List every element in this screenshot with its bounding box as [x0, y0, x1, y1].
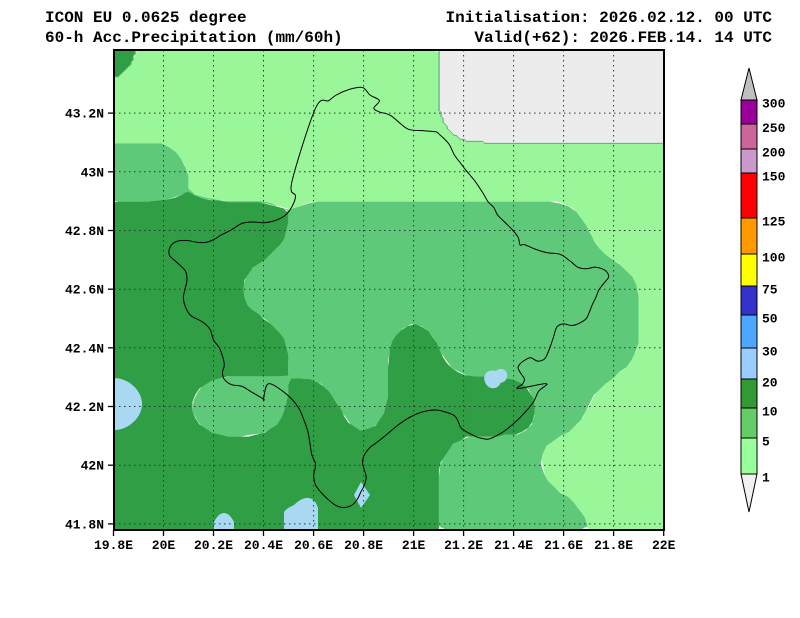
svg-text:300: 300 — [762, 96, 786, 111]
svg-text:20.6E: 20.6E — [294, 538, 333, 553]
svg-text:22E: 22E — [652, 538, 676, 553]
svg-text:21.2E: 21.2E — [444, 538, 483, 553]
svg-text:42N: 42N — [81, 459, 104, 474]
svg-text:250: 250 — [762, 121, 786, 136]
svg-text:21.8E: 21.8E — [594, 538, 633, 553]
svg-text:20E: 20E — [152, 538, 176, 553]
svg-text:42.8N: 42.8N — [65, 224, 104, 239]
svg-text:21.6E: 21.6E — [544, 538, 583, 553]
svg-text:5: 5 — [762, 434, 770, 449]
svg-text:150: 150 — [762, 169, 786, 184]
svg-text:30: 30 — [762, 344, 778, 359]
svg-text:50: 50 — [762, 311, 778, 326]
svg-text:75: 75 — [762, 282, 778, 297]
svg-text:20: 20 — [762, 375, 778, 390]
svg-text:1: 1 — [762, 470, 770, 485]
svg-text:41.8N: 41.8N — [65, 517, 104, 532]
svg-text:200: 200 — [762, 145, 786, 160]
svg-text:43N: 43N — [81, 165, 104, 180]
svg-text:21.4E: 21.4E — [494, 538, 533, 553]
svg-text:100: 100 — [762, 250, 786, 265]
svg-text:19.8E: 19.8E — [94, 538, 133, 553]
svg-text:20.4E: 20.4E — [244, 538, 283, 553]
svg-text:21E: 21E — [402, 538, 426, 553]
svg-text:125: 125 — [762, 214, 786, 229]
svg-text:42.6N: 42.6N — [65, 283, 104, 298]
svg-text:20.8E: 20.8E — [344, 538, 383, 553]
svg-text:20.2E: 20.2E — [194, 538, 233, 553]
svg-text:10: 10 — [762, 404, 778, 419]
svg-text:42.2N: 42.2N — [65, 400, 104, 415]
svg-text:43.2N: 43.2N — [65, 107, 104, 122]
svg-text:42.4N: 42.4N — [65, 341, 104, 356]
